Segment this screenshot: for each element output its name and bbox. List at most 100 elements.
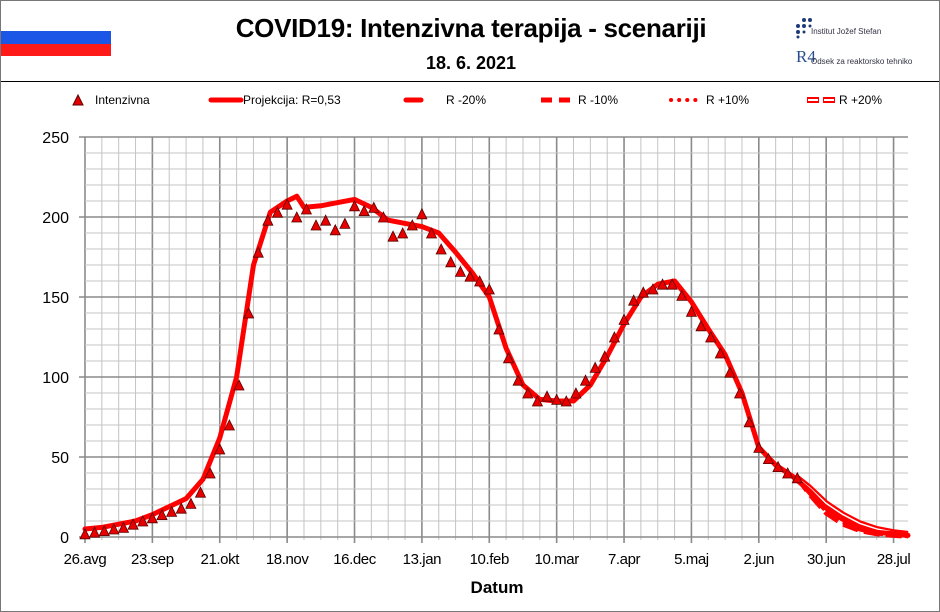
data-point-triangle [541,390,553,402]
legend-label: Intenzivna [95,93,150,107]
data-point-triangle [445,255,457,268]
data-point-triangle [724,366,736,378]
data-point-triangle [281,198,293,210]
data-point-triangle [570,387,582,399]
y-tick-label: 50 [51,450,69,467]
data-point-triangle [156,508,168,520]
data-point-triangle [772,460,784,473]
x-tick-label: 13.jan [403,551,442,568]
data-point-triangle [647,283,659,295]
data-point-triangle [348,199,361,212]
x-tick-label: 16.dec [333,551,377,568]
slovenia-flag [1,19,111,56]
data-point-triangle [368,201,380,213]
legend-triangle-icon [72,93,84,106]
x-tick-label: 18.nov [266,551,310,568]
data-point-triangle [618,313,630,325]
legend-label: R +20% [839,93,883,107]
data-point-triangle [137,515,149,527]
data-point-triangle [397,227,409,239]
projection-line [82,193,911,538]
data-point-triangle [628,294,640,306]
data-point-triangle [319,214,332,226]
logo-line2: Odsek za reaktorsko tehniko [811,57,913,66]
data-point-triangle [464,270,476,282]
chart-title: COVID19: Intenzivna terapija - scenariji [235,13,707,43]
x-tick-label: 10.feb [470,551,509,568]
observed-markers [79,198,803,540]
data-point-triangle [589,361,601,373]
y-tick-label: 250 [42,130,69,147]
data-point-triangle [705,331,717,343]
institute-logo: Institut Jožef Stefan R4 Odsek za reakto… [791,15,936,75]
data-point-triangle [127,518,139,530]
data-point-triangle [300,203,313,215]
data-point-triangle [753,441,765,453]
data-point-triangle [522,387,534,399]
data-point-triangle [695,319,707,332]
data-point-triangle [714,347,726,359]
chart-date: 18. 6. 2021 [425,53,517,73]
data-point-triangle [676,289,688,301]
data-point-triangle [560,395,572,407]
data-point-triangle [329,223,341,236]
data-point-triangle [454,265,467,277]
data-point-triangle [637,286,649,298]
data-point-triangle [252,246,264,258]
data-point-triangle [493,323,505,335]
data-point-triangle [79,527,91,540]
ijs-dots-icon [796,18,812,39]
data-point-triangle [214,443,226,455]
data-point-triangle [98,524,110,536]
data-point-triangle [233,379,245,391]
x-tick-label: 10.mar [535,551,580,568]
x-axis-label: Datum [471,578,524,597]
x-tick-label: 30.jun [807,551,846,568]
logo-line1: Institut Jožef Stefan [811,27,882,36]
data-point-triangle [175,502,187,514]
y-tick-label: 0 [60,530,69,547]
data-point-triangle [435,243,447,255]
x-tick-label: 28.jul [877,551,911,568]
x-tick-label: 23.sep [131,551,174,568]
x-tick-label: 5.maj [674,551,709,568]
legend-label: R +10% [706,93,750,107]
data-point-triangle [262,214,274,226]
data-point-triangle [117,521,130,533]
data-point-triangle [483,283,495,295]
data-point-triangle [666,278,678,290]
data-point-triangle [685,305,698,317]
data-point-triangle [551,393,563,405]
data-point-triangle [733,387,746,399]
legend-symbols [72,93,835,106]
data-point-triangle [599,350,611,362]
data-point-triangle [108,523,120,535]
x-tick-label: 21.okt [201,551,241,568]
data-point-triangle [88,526,101,538]
x-tick-label: 7.apr [608,551,641,568]
y-tick-label: 100 [42,370,69,387]
legend-label: R -20% [446,93,487,107]
r4-logo: R4 [796,47,816,66]
data-point-triangle [185,497,197,509]
data-point-triangle [146,511,159,524]
y-tick-label: 200 [42,210,69,227]
data-point-triangle [474,275,486,287]
data-point-triangle [656,278,669,290]
data-point-triangle [416,207,428,220]
data-point-triangle [531,395,544,407]
legend-label: Projekcija: R=0,53 [243,93,341,107]
legend: Intenzivna Projekcija: R=0,53 R -20% R -… [1,91,939,111]
data-point-triangle [194,486,207,498]
data-point-triangle [425,227,438,239]
data-point-triangle [339,217,351,229]
data-point-triangle [242,307,255,319]
data-point-triangle [608,331,621,343]
header-divider [1,81,939,82]
y-tick-label: 150 [42,290,69,307]
x-tick-label: 26.avg [64,551,107,568]
data-point-triangle [377,211,390,223]
data-point-triangle [271,206,284,218]
